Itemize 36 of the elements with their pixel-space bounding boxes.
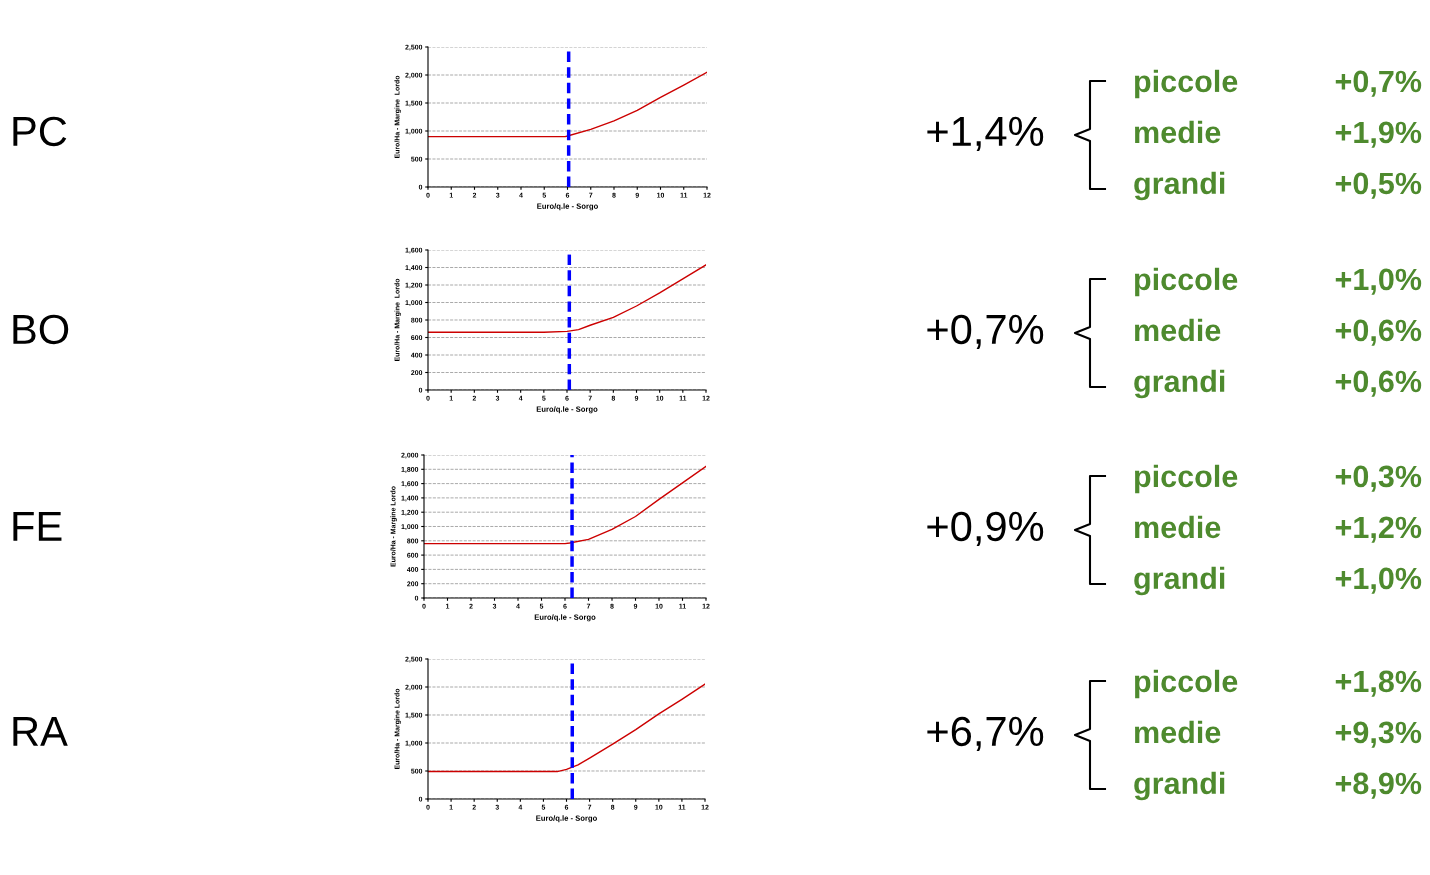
line-series (428, 264, 706, 333)
text: +6,7% (927, 716, 1044, 752)
text: grandi (1134, 566, 1225, 596)
text: +1,0% (1335, 268, 1422, 295)
text: grandi (1134, 171, 1225, 201)
text: +1,8% (1335, 670, 1422, 697)
text: FE (13, 512, 62, 541)
text: +0,5% (1335, 172, 1422, 199)
text: piccole (1135, 669, 1238, 699)
line-series (424, 465, 706, 545)
text: +1,4% (927, 116, 1044, 152)
text: +1,2% (1335, 516, 1422, 543)
text: grandi (1134, 369, 1225, 399)
text: +1,0% (1335, 567, 1422, 594)
text: +8,9% (1335, 772, 1422, 799)
text: PC (13, 116, 67, 147)
line-series (428, 683, 705, 773)
line-series (428, 71, 707, 138)
text: BO (13, 314, 69, 345)
text: +0,9% (927, 511, 1044, 547)
text: RA (13, 717, 68, 746)
text: grandi (1134, 771, 1225, 801)
text: +0,6% (1335, 319, 1422, 346)
text: +9,3% (1335, 721, 1422, 748)
text: +0,7% (927, 314, 1044, 350)
text: +1,9% (1335, 121, 1422, 148)
text: piccole (1135, 267, 1238, 297)
text: medie (1135, 318, 1221, 342)
text: +0,3% (1335, 465, 1422, 492)
text: piccole (1135, 464, 1238, 494)
text: +0,7% (1335, 70, 1422, 97)
text: medie (1135, 720, 1221, 744)
text: piccole (1135, 69, 1238, 99)
text: medie (1135, 515, 1221, 539)
text: medie (1135, 120, 1221, 144)
text: +0,6% (1335, 370, 1422, 397)
